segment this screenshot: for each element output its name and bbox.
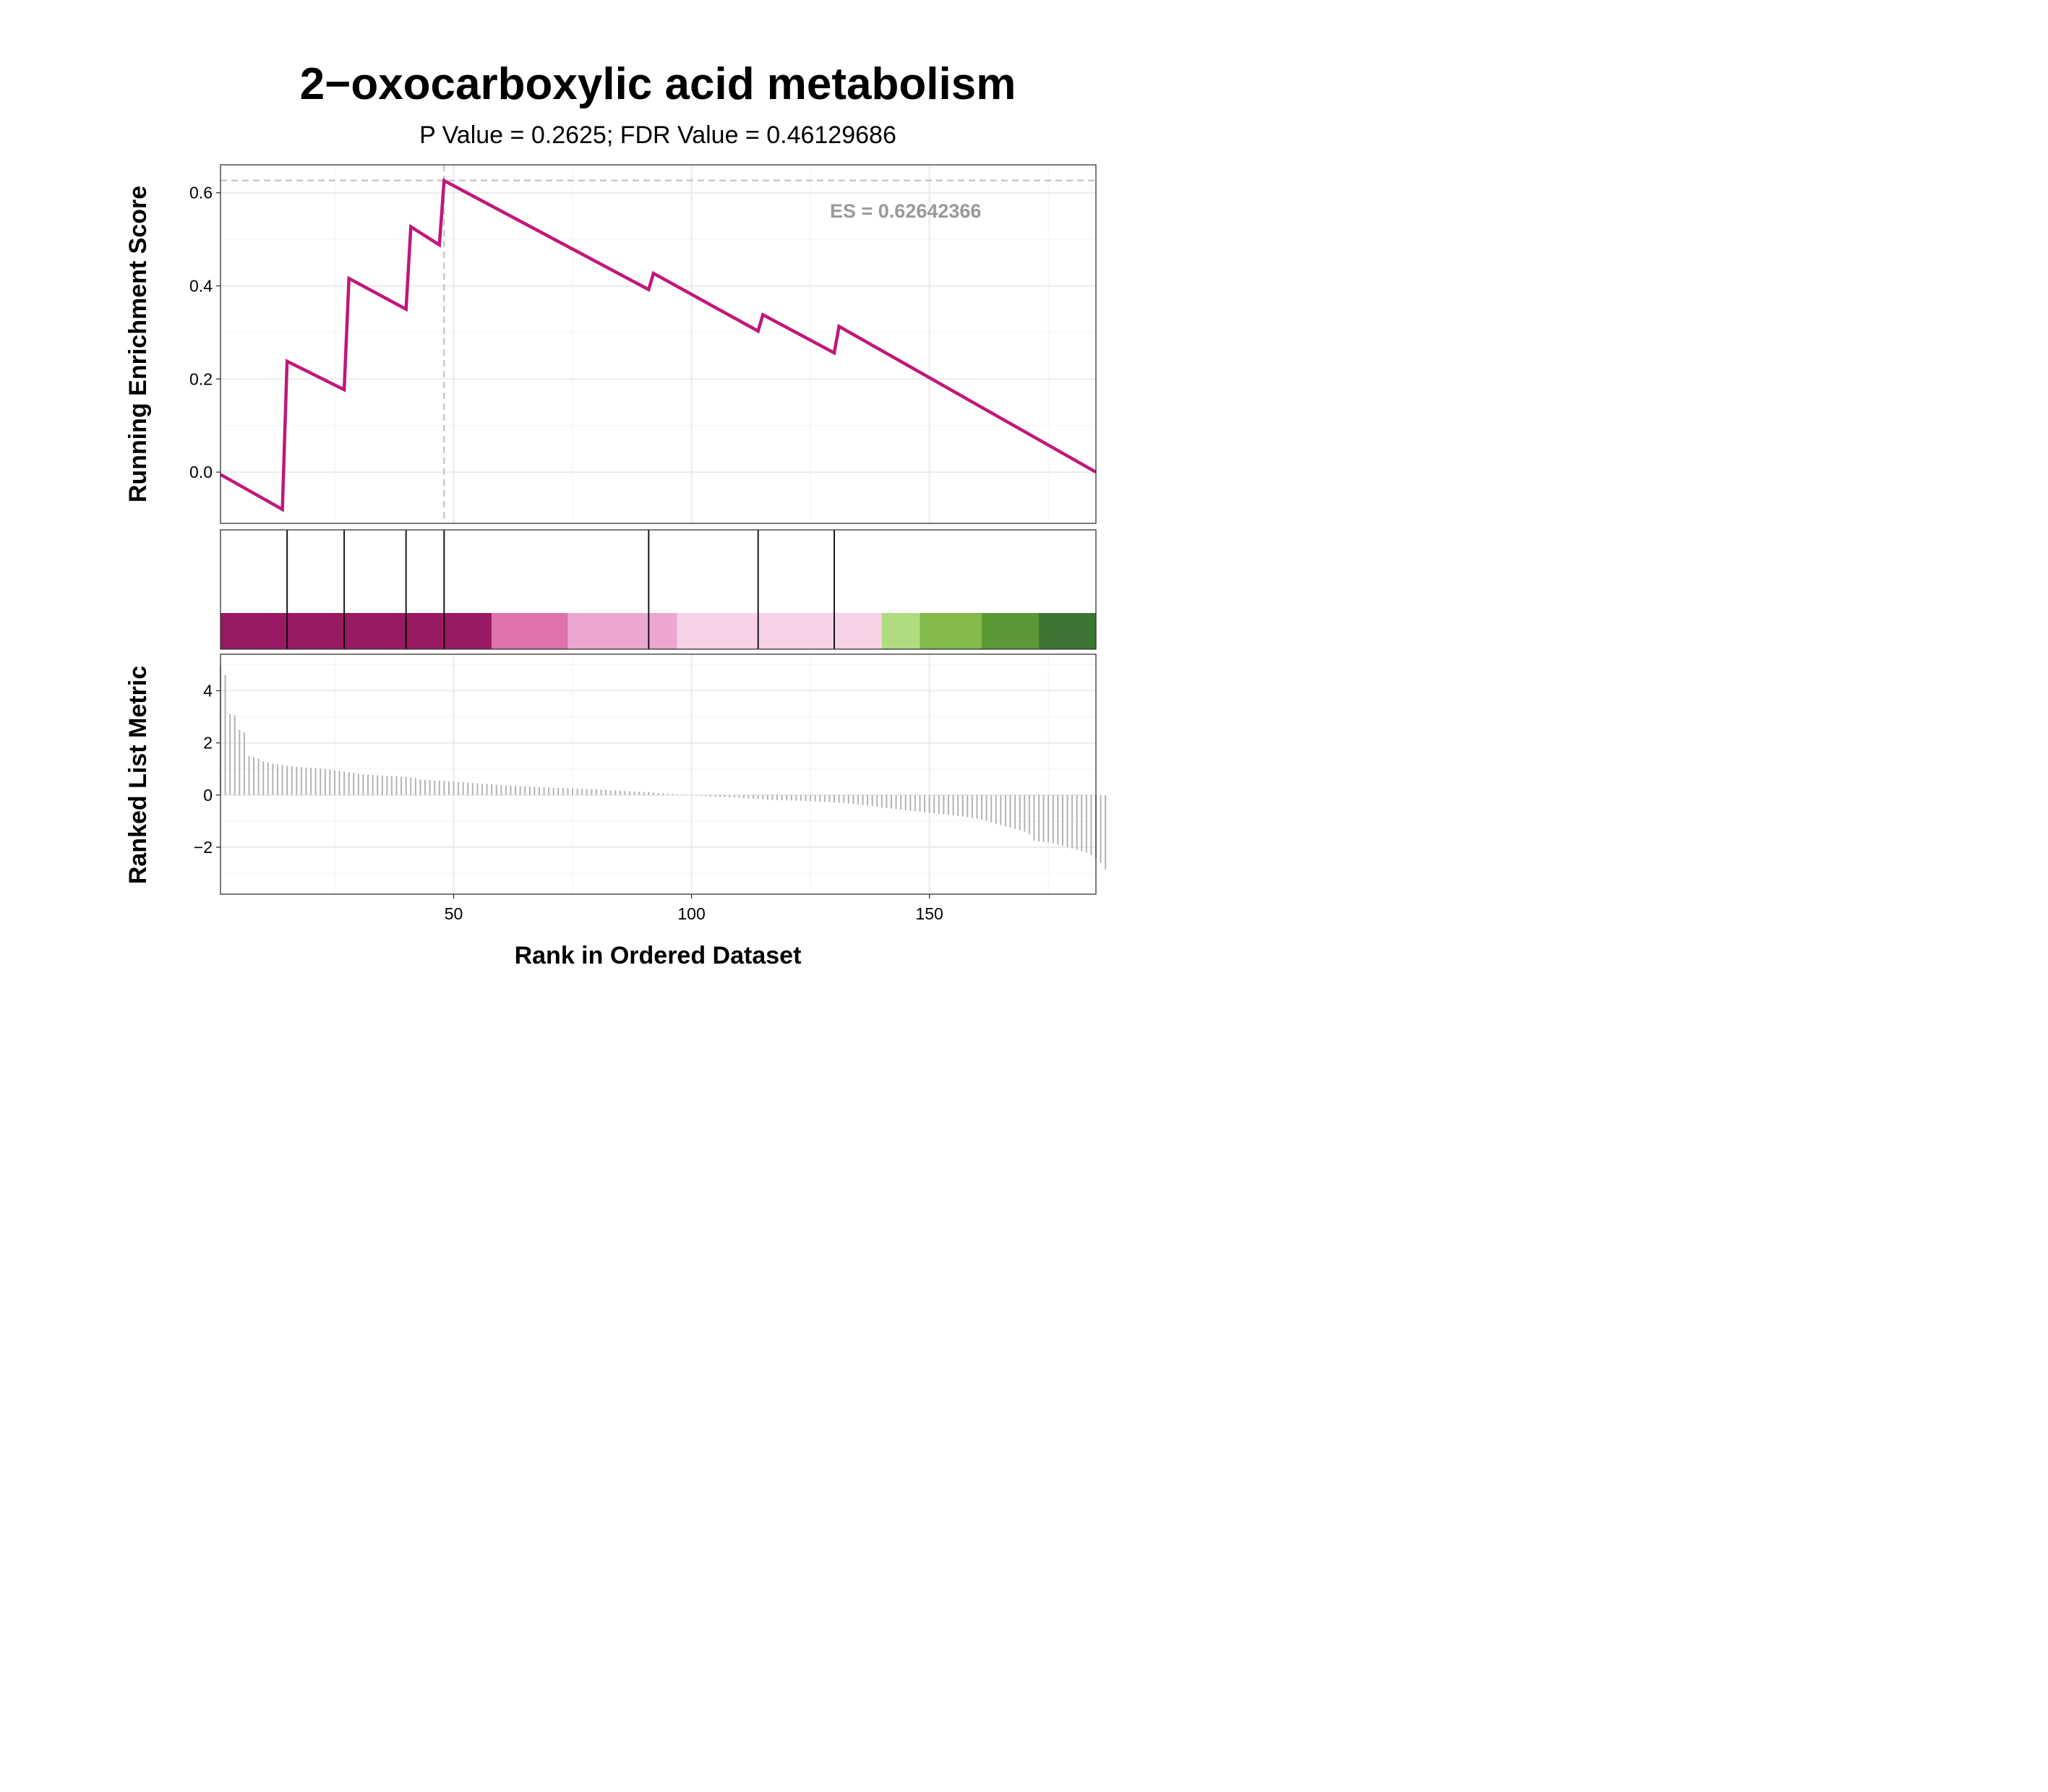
y-tick-label: 0.4 [189, 276, 213, 295]
color-band [567, 613, 677, 649]
color-band [920, 613, 982, 649]
x-tick-label: 50 [445, 904, 463, 923]
gene-hit-panel [220, 529, 1097, 650]
y-axis-title-es: Running Enrichment Score [124, 186, 152, 502]
x-axis-title: Rank in Ordered Dataset [515, 942, 802, 969]
color-band [677, 613, 882, 649]
y-tick-label: 4 [203, 682, 213, 700]
gsea-plot: 2−oxocarboxylic acid metabolism P Value … [124, 59, 1107, 969]
color-band [1039, 613, 1096, 649]
panel-border [220, 653, 1097, 895]
chart-title: 2−oxocarboxylic acid metabolism [300, 59, 1016, 109]
color-band [220, 613, 492, 649]
y-tick-label: 0.6 [189, 184, 213, 202]
color-band [881, 613, 920, 649]
y-tick-label: −2 [194, 838, 213, 857]
y-tick-label: 0.2 [189, 369, 213, 388]
y-tick-label: 2 [203, 734, 213, 753]
x-tick-label: 150 [915, 904, 943, 923]
color-band [492, 613, 568, 649]
y-tick-label: 0 [203, 786, 213, 805]
chart-subtitle: P Value = 0.2625; FDR Value = 0.46129686 [419, 121, 896, 149]
x-tick-label: 100 [677, 904, 705, 923]
color-band [982, 613, 1040, 649]
y-axis-title-metric: Ranked List Metric [124, 666, 152, 884]
ranked-metric-panel: −2 0 2 4 50 100 150 [194, 653, 1107, 923]
running-es-line [219, 178, 1097, 513]
panel-border [220, 529, 1097, 650]
es-annotation: ES = 0.62642366 [830, 200, 981, 222]
panel-border [220, 164, 1097, 524]
y-tick-label: 0.0 [189, 463, 213, 481]
running-es-panel: 0.0 0.2 0.4 0.6 [189, 164, 1097, 524]
